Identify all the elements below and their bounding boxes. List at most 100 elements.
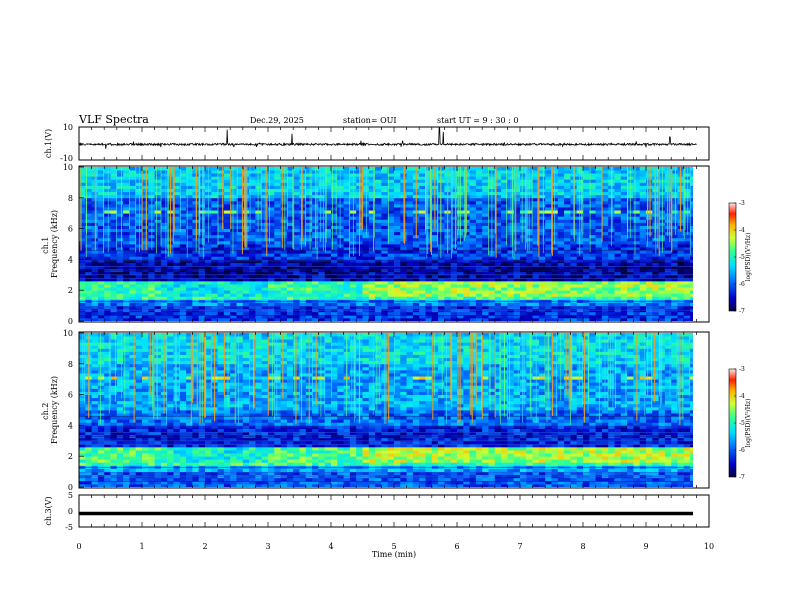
spectrogram-cell [375,222,382,226]
spectrogram-cell [286,293,294,297]
spectrogram-cell [469,284,477,288]
spectrogram-cell [362,265,370,270]
spectrogram-cell [160,173,168,177]
spectrogram-cell [249,216,256,220]
spectrogram-cell [394,234,401,239]
spectrogram-cell [299,222,307,226]
spectrogram-cell [123,311,130,316]
spectrogram-cell [507,305,515,310]
spectrogram-cell [268,314,275,319]
spectrogram-cell [249,225,256,229]
spectrogram-cell [318,213,326,217]
spectrogram-cell [217,299,225,303]
spectrogram-cell [255,216,263,220]
spectrogram-cell [299,265,307,270]
spectrogram-cell [217,311,225,316]
spectrogram-cell [595,197,603,202]
spectrogram-cell [646,274,653,279]
spectrogram-cell [501,305,508,310]
spectrogram-cell [217,179,225,183]
spectrogram-cell [192,213,200,217]
spectrogram-cell [198,213,206,217]
spectrogram-cell [305,299,313,303]
spectrogram-cell [324,256,332,260]
spectrogram-cell [683,247,691,251]
spectrogram-cell [312,296,319,300]
spectrogram-cell [450,280,458,285]
spectrogram-cell [211,262,218,266]
spectrogram-cell [173,237,181,242]
spectrogram-cell [205,302,212,306]
spectrogram-cell [633,287,641,291]
spectrogram-cell [173,219,181,223]
spectrogram-cell [538,200,546,205]
spectrogram-cell [513,182,521,186]
spectrogram-cell [438,299,445,303]
spectrogram-cell [551,302,559,306]
spectrogram-cell [236,231,244,236]
spectrogram-cell [387,296,395,300]
spectrogram-cell [614,219,622,223]
spectrogram-cell [520,197,527,202]
spectrogram-cell [375,213,382,217]
spectrogram-cell [179,216,187,220]
spectrogram-cell [160,317,168,321]
spectrogram-cell [664,231,672,236]
spectrogram-cell [286,302,294,306]
spectrogram-cell [331,210,338,214]
spectrogram-cell [211,234,218,239]
spectrogram-cell [406,299,414,303]
spectrogram-cell [664,250,672,254]
spectrogram-cell [551,277,559,282]
spectrogram-cell [349,302,357,306]
spectrogram-cell [400,271,407,276]
spectrogram-cell [532,317,540,321]
spectrogram-cell [683,179,691,183]
spectrogram-cell [450,182,458,186]
spectrogram-cell [381,200,389,205]
spectrogram-cell [293,247,300,251]
spectrogram-cell [223,200,231,205]
spectrogram-cell [475,311,483,316]
spectrogram-cell [583,182,590,186]
spectrogram-cell [337,296,344,300]
spectrogram-cell [154,244,162,248]
spectrogram-cell [236,179,244,183]
spectrogram-cell [230,290,237,294]
spectrogram-cell [633,213,641,217]
spectrogram-cell [293,234,300,239]
spectrogram-cell [620,317,628,321]
spectrogram-cell [633,284,641,288]
spectrogram-cell [331,287,338,291]
spectrogram-cell [501,253,508,257]
spectrogram-cell [142,188,149,193]
spectrogram-cell [658,203,666,208]
spectrogram-cell [608,317,615,321]
spectrogram-cell [576,256,584,260]
spectrogram-cell [633,290,641,294]
spectrogram-cell [664,210,672,214]
spectrogram-cell [135,188,143,193]
spectrogram-cell [419,314,426,319]
spectrogram-cell [545,265,552,270]
spectrogram-cell [520,194,527,199]
spectrogram-cell [280,191,288,196]
spectrogram-cell [583,305,590,310]
spectrogram-cell [463,271,470,276]
spectrogram-cell [425,256,433,260]
spectrogram-cell [160,253,168,257]
spectrogram-cell [683,228,691,233]
spectrogram-cell [280,225,288,229]
spectrogram-cell [614,271,622,276]
spectrogram-cell [438,274,445,279]
spectrogram-cell [104,185,111,189]
spectrogram-cell [104,231,111,236]
spectrogram-cell [186,207,193,211]
spectrogram-cell [671,228,678,233]
spectrogram-cell [532,185,540,189]
spectrogram-cell [683,277,691,282]
spectrogram-cell [110,210,118,214]
spectrogram-cell [526,210,533,214]
spectrogram-cell [387,191,395,196]
spectrogram-cell [154,185,162,189]
